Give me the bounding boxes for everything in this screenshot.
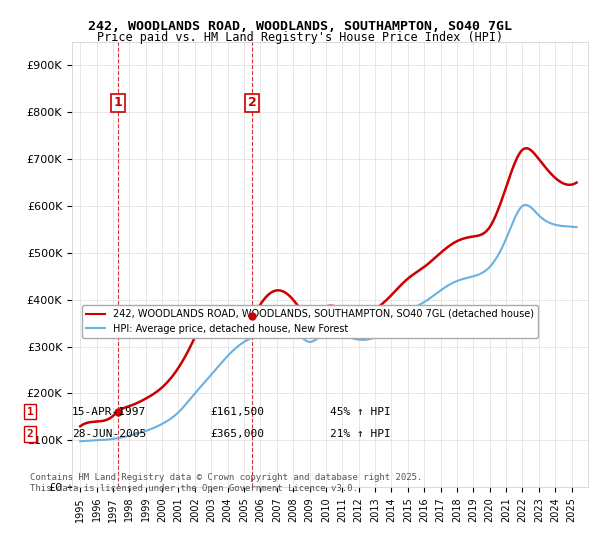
Text: Price paid vs. HM Land Registry's House Price Index (HPI): Price paid vs. HM Land Registry's House … — [97, 31, 503, 44]
Text: £161,500: £161,500 — [210, 407, 264, 417]
Text: 21% ↑ HPI: 21% ↑ HPI — [330, 429, 391, 439]
Text: 242, WOODLANDS ROAD, WOODLANDS, SOUTHAMPTON, SO40 7GL: 242, WOODLANDS ROAD, WOODLANDS, SOUTHAMP… — [88, 20, 512, 32]
Text: 1: 1 — [26, 407, 34, 417]
Text: 28-JUN-2005: 28-JUN-2005 — [72, 429, 146, 439]
Text: 2: 2 — [248, 96, 256, 109]
Text: 2: 2 — [26, 429, 34, 439]
Legend: 242, WOODLANDS ROAD, WOODLANDS, SOUTHAMPTON, SO40 7GL (detached house), HPI: Ave: 242, WOODLANDS ROAD, WOODLANDS, SOUTHAMP… — [82, 305, 538, 338]
Text: 1: 1 — [113, 96, 122, 109]
Text: 45% ↑ HPI: 45% ↑ HPI — [330, 407, 391, 417]
Text: 15-APR-1997: 15-APR-1997 — [72, 407, 146, 417]
Text: £365,000: £365,000 — [210, 429, 264, 439]
Text: Contains HM Land Registry data © Crown copyright and database right 2025.
This d: Contains HM Land Registry data © Crown c… — [30, 473, 422, 493]
